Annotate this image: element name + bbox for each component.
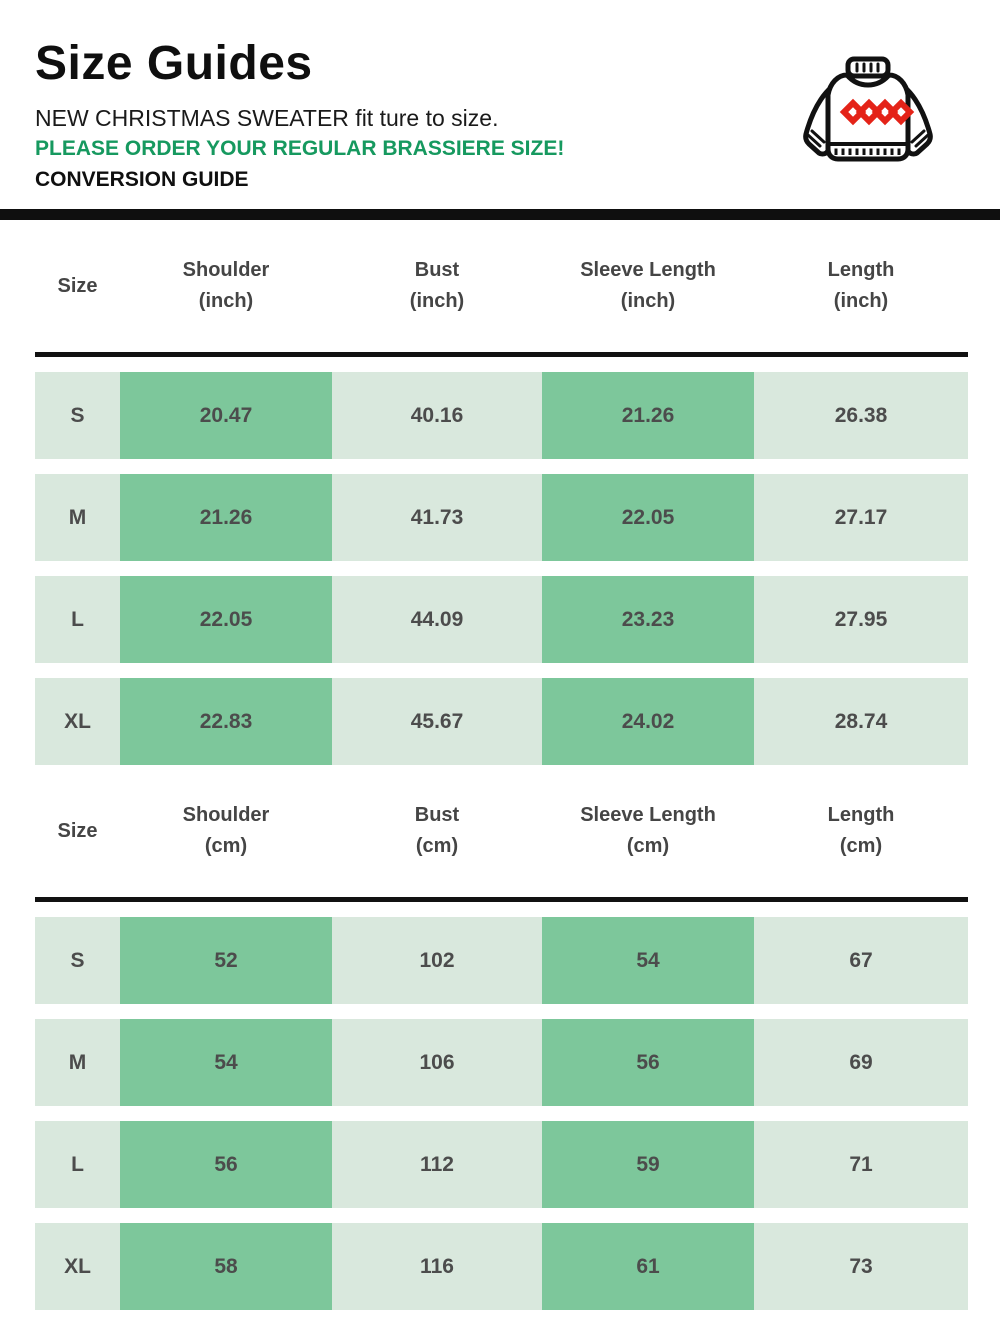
- table-row-m: M 54 106 56 69: [35, 1019, 968, 1107]
- col-header-bust-unit: (inch): [409, 290, 465, 313]
- col-header-size: Size: [35, 271, 120, 302]
- bust-cell: 45.67: [332, 678, 542, 766]
- col-header-sleeve-unit: (cm): [626, 835, 670, 858]
- sleeve-cell: 61: [542, 1223, 754, 1311]
- table-row-s: S 52 102 54 67: [35, 917, 968, 1005]
- header: Size Guides NEW CHRISTMAS SWEATER fit tu…: [0, 0, 1000, 221]
- size-cell: S: [35, 917, 120, 1005]
- length-cell: 67: [754, 917, 968, 1005]
- table-row-xl: XL 22.83 45.67 24.02 28.74: [35, 678, 968, 766]
- sleeve-cell: 59: [542, 1121, 754, 1209]
- sleeve-cell: 22.05: [542, 474, 754, 562]
- size-cell: XL: [35, 678, 120, 766]
- table-row-xl: XL 58 116 61 73: [35, 1223, 968, 1311]
- size-table-cm-header: Size Shoulder (cm) Bust (cm) Sleeve Length…: [35, 765, 968, 897]
- conversion-guide-label: CONVERSION GUIDE: [35, 168, 249, 192]
- bust-cell: 106: [332, 1019, 542, 1107]
- col-header-size: Size: [35, 816, 120, 847]
- size-table-inch-header: Size Shoulder (inch) Bust (inch) Sleeve Le…: [35, 220, 968, 352]
- collar-ribs: [855, 62, 880, 73]
- size-table-cm: Size Shoulder (cm) Bust (cm) Sleeve Length…: [35, 765, 968, 1311]
- bust-cell: 116: [332, 1223, 542, 1311]
- size-cell: XL: [35, 1223, 120, 1311]
- col-header-length-label: Length: [827, 804, 895, 827]
- page-title: Size Guides: [35, 37, 313, 90]
- length-cell: 27.95: [754, 576, 968, 664]
- bust-cell: 102: [332, 917, 542, 1005]
- size-table-inch: Size Shoulder (inch) Bust (inch) Sleeve Le…: [35, 220, 968, 766]
- col-header-shoulder: Shoulder (cm): [120, 800, 332, 862]
- col-header-shoulder: Shoulder (inch): [120, 255, 332, 317]
- table-header-rule: [35, 352, 968, 358]
- col-header-shoulder-label: Shoulder: [182, 259, 270, 282]
- fit-subtitle: NEW CHRISTMAS SWEATER fit ture to size.: [35, 105, 499, 131]
- hem-ribs: [829, 142, 907, 155]
- col-header-sleeve-label: Sleeve Length: [580, 804, 716, 827]
- shoulder-cell: 52: [120, 917, 332, 1005]
- length-cell: 73: [754, 1223, 968, 1311]
- shoulder-cell: 58: [120, 1223, 332, 1311]
- size-cell: M: [35, 474, 120, 562]
- col-header-length-unit: (cm): [839, 835, 883, 858]
- shoulder-cell: 22.05: [120, 576, 332, 664]
- col-header-shoulder-unit: (inch): [198, 290, 254, 313]
- table-row-l: L 56 112 59 71: [35, 1121, 968, 1209]
- col-header-sleeve-unit: (inch): [620, 290, 676, 313]
- sleeve-cell: 24.02: [542, 678, 754, 766]
- col-header-length-label: Length: [827, 259, 895, 282]
- col-header-sleeve: Sleeve Length (inch): [542, 255, 754, 317]
- bust-cell: 41.73: [332, 474, 542, 562]
- col-header-bust: Bust (inch): [332, 255, 542, 317]
- length-cell: 69: [754, 1019, 968, 1107]
- length-cell: 28.74: [754, 678, 968, 766]
- shoulder-cell: 22.83: [120, 678, 332, 766]
- size-cell: L: [35, 1121, 120, 1209]
- size-cell: M: [35, 1019, 120, 1107]
- length-cell: 26.38: [754, 372, 968, 460]
- christmas-sweater-icon: [802, 56, 934, 178]
- header-divider: [0, 209, 1000, 221]
- shoulder-cell: 20.47: [120, 372, 332, 460]
- col-header-length-unit: (inch): [833, 290, 889, 313]
- length-cell: 27.17: [754, 474, 968, 562]
- size-table-cm-body: S 52 102 54 67 M 54 106 56 69 L 56 112 5…: [35, 902, 968, 1311]
- diamond-pattern: [839, 98, 915, 126]
- bust-cell: 40.16: [332, 372, 542, 460]
- col-header-bust-unit: (cm): [415, 835, 459, 858]
- size-cell: S: [35, 372, 120, 460]
- shoulder-cell: 21.26: [120, 474, 332, 562]
- table-row-l: L 22.05 44.09 23.23 27.95: [35, 576, 968, 664]
- shoulder-cell: 56: [120, 1121, 332, 1209]
- col-header-bust-label: Bust: [414, 259, 460, 282]
- shoulder-cell: 54: [120, 1019, 332, 1107]
- sleeve-cell: 23.23: [542, 576, 754, 664]
- col-header-size-label: Size: [57, 819, 98, 842]
- order-notice: PLEASE ORDER YOUR REGULAR BRASSIERE SIZE…: [35, 137, 565, 161]
- col-header-length: Length (cm): [754, 800, 968, 862]
- size-table-inch-body: S 20.47 40.16 21.26 26.38 M 21.26 41.73 …: [35, 357, 968, 766]
- col-header-sleeve: Sleeve Length (cm): [542, 800, 754, 862]
- sleeve-cell: 54: [542, 917, 754, 1005]
- col-header-length: Length (inch): [754, 255, 968, 317]
- sleeve-cell: 21.26: [542, 372, 754, 460]
- size-cell: L: [35, 576, 120, 664]
- table-header-rule: [35, 897, 968, 903]
- col-header-shoulder-label: Shoulder: [182, 804, 270, 827]
- col-header-bust: Bust (cm): [332, 800, 542, 862]
- sweater-svg: [803, 56, 933, 162]
- bust-cell: 44.09: [332, 576, 542, 664]
- col-header-bust-label: Bust: [414, 804, 460, 827]
- bust-cell: 112: [332, 1121, 542, 1209]
- col-header-size-label: Size: [57, 274, 98, 297]
- length-cell: 71: [754, 1121, 968, 1209]
- cuff-ribs: [806, 129, 930, 148]
- sleeve-cell: 56: [542, 1019, 754, 1107]
- table-row-s: S 20.47 40.16 21.26 26.38: [35, 372, 968, 460]
- col-header-shoulder-unit: (cm): [204, 835, 248, 858]
- col-header-sleeve-label: Sleeve Length: [580, 259, 716, 282]
- table-row-m: M 21.26 41.73 22.05 27.17: [35, 474, 968, 562]
